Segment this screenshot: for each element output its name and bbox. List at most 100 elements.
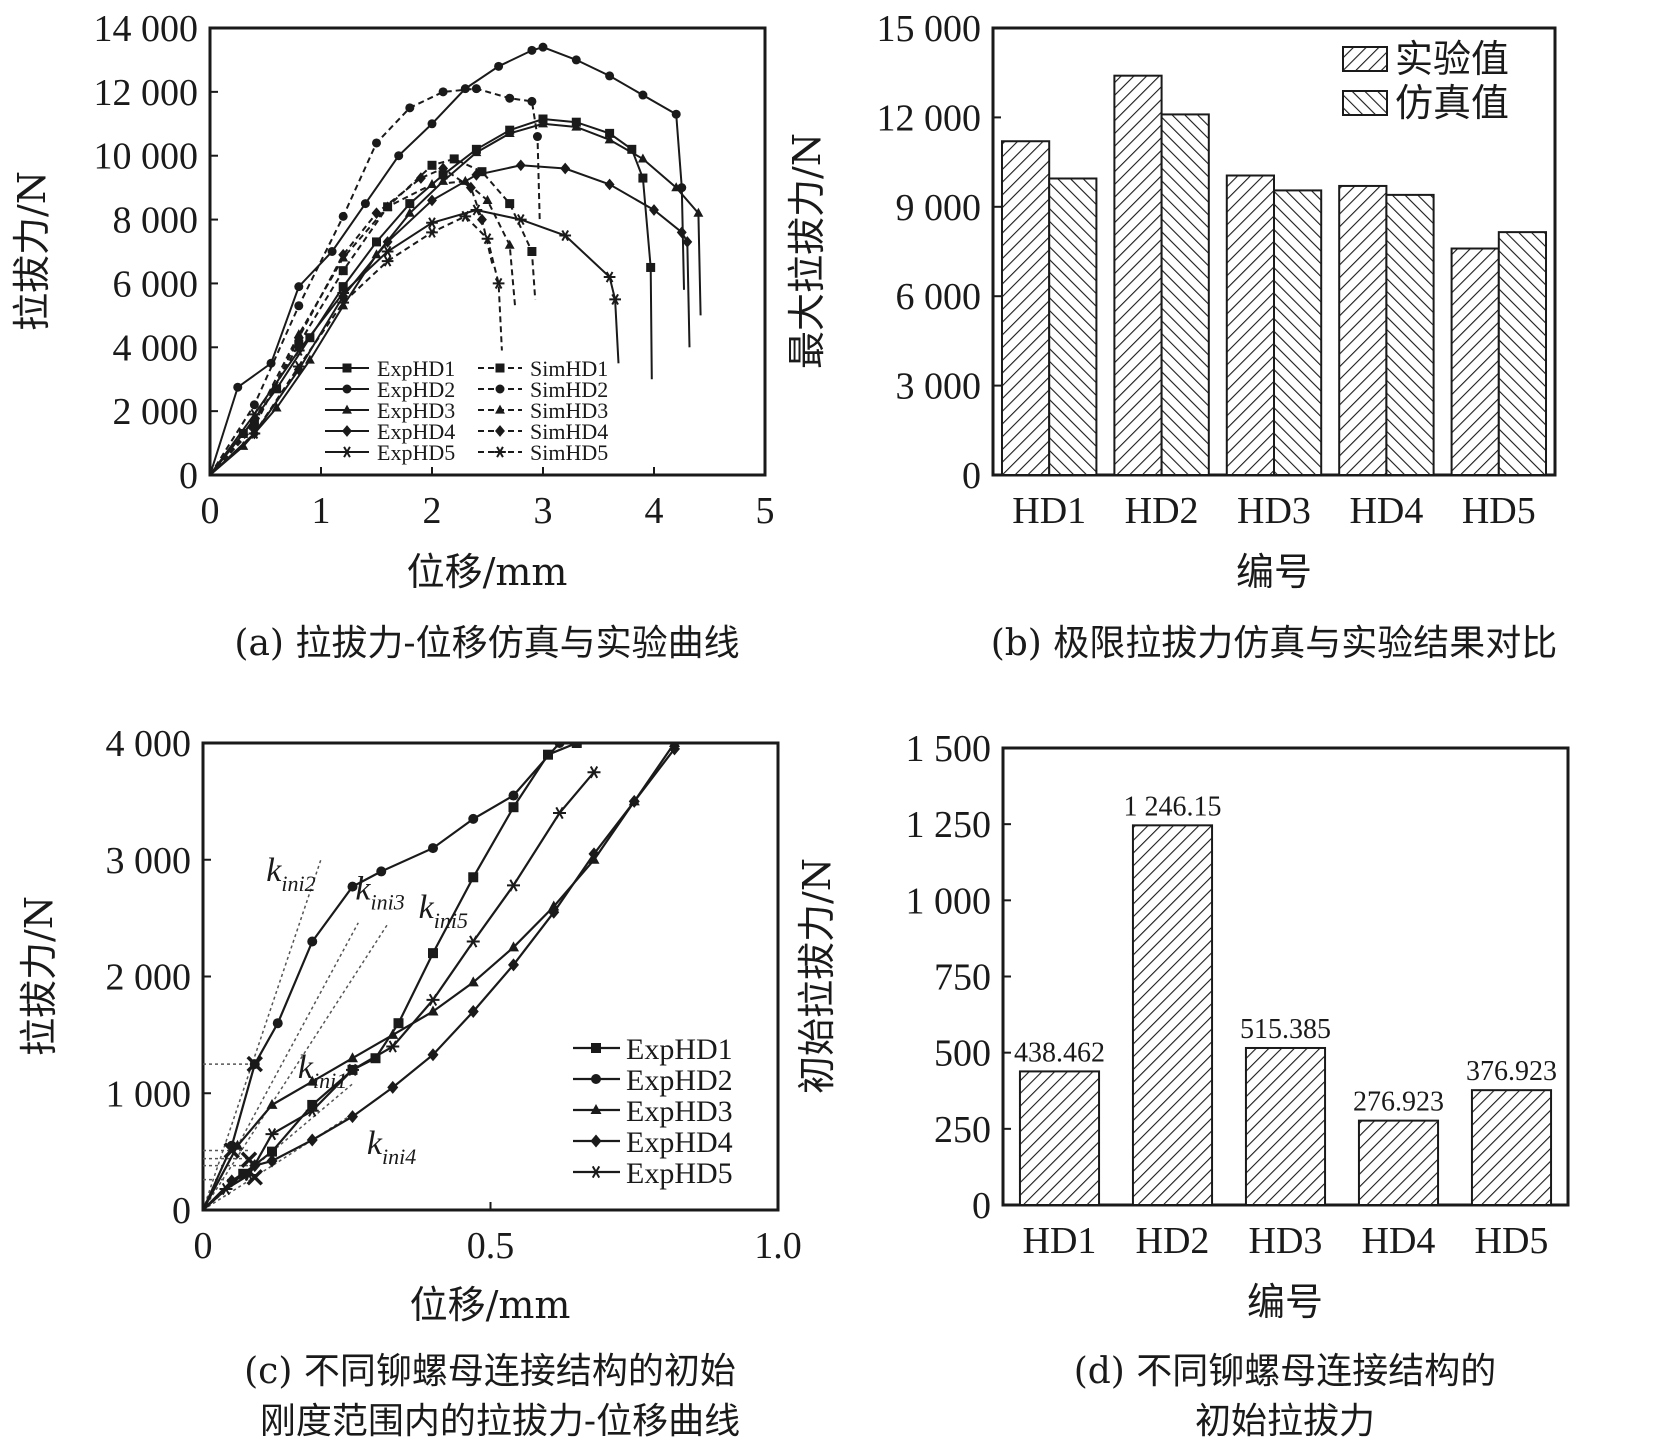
series-exphd3-point xyxy=(304,354,315,364)
series-simhd4-point xyxy=(338,248,349,261)
series-simhd4-point xyxy=(293,331,304,344)
series-simhd5-point xyxy=(248,427,261,440)
panel-a-xtick-label: 0 xyxy=(201,490,220,532)
bar-hd1-simulation xyxy=(1048,177,1098,477)
stiffness-guide-line xyxy=(202,924,388,1211)
panel-d-ytick-label: 1 500 xyxy=(906,728,992,770)
panel-c-ytick-label: 0 xyxy=(172,1190,191,1232)
series-exphd4-point xyxy=(560,162,571,175)
bar-hd5-simulation xyxy=(1497,231,1548,476)
legend-exphd1-marker xyxy=(342,363,352,373)
series-simhd2-point xyxy=(338,211,348,221)
panel-c-ytick-label: 3 000 xyxy=(106,840,192,882)
legend-experiment-swatch xyxy=(1342,46,1388,72)
panel-d-caption-line2: 初始拉拔力 xyxy=(1195,1401,1375,1442)
panel-d-xlabel: 编号 xyxy=(1247,1280,1323,1324)
series-simhd2-point xyxy=(438,87,448,97)
panel-d-category-label: HD5 xyxy=(1475,1220,1549,1262)
panel-a-xtick-label: 2 xyxy=(423,490,442,532)
series-simhd1-point xyxy=(294,339,304,349)
bar-hd2 xyxy=(1131,824,1214,1207)
series-exphd4-point xyxy=(427,1048,439,1062)
bar-hd1 xyxy=(1018,1070,1101,1207)
series-exphd5-line xyxy=(209,208,620,476)
panel-a-xtick-label: 4 xyxy=(645,490,664,532)
panel-a-caption: (a) 拉拔力-位移仿真与实验曲线 xyxy=(234,623,739,664)
series-exphd3-point xyxy=(238,440,249,450)
legend-exphd1-marker xyxy=(591,1043,601,1053)
series-exphd3-point xyxy=(693,207,704,217)
series-simhd1-point xyxy=(449,154,459,164)
series-exphd2-point xyxy=(376,866,387,877)
series-exphd3-point xyxy=(571,121,582,131)
bar-hd3 xyxy=(1244,1046,1327,1206)
panel-c-ytick-label: 4 000 xyxy=(106,723,192,765)
series-exphd4-point xyxy=(387,1080,399,1094)
series-exphd3-point xyxy=(637,153,648,163)
series-simhd5-point xyxy=(481,233,494,245)
series-exphd5-point xyxy=(386,1040,400,1053)
panel-a-ytick-label: 14 000 xyxy=(94,8,199,50)
series-simhd4-point xyxy=(249,421,260,433)
series-simhd4-point xyxy=(438,162,449,175)
series-exphd2-point xyxy=(360,199,370,209)
panel-a-ytick-label: 0 xyxy=(179,455,198,497)
series-exphd3-point xyxy=(347,1052,358,1063)
series-exphd1-point xyxy=(267,1146,277,1157)
series-simhd5-point xyxy=(459,210,472,222)
series-simhd4-point xyxy=(371,207,382,220)
series-exphd3-point xyxy=(671,182,682,192)
panel-b-xlabel: 编号 xyxy=(1236,550,1312,594)
bar-hd5 xyxy=(1470,1089,1553,1207)
legend-experiment-label: 实验值 xyxy=(1395,37,1509,81)
series-exphd3-point xyxy=(271,402,282,412)
series-exphd2-point xyxy=(427,119,437,129)
series-exphd4-point xyxy=(467,1005,479,1019)
panel-a-ytick-label: 8 000 xyxy=(113,200,199,242)
initial-stiffness-marker xyxy=(223,1142,240,1159)
series-exphd1-point xyxy=(438,170,448,180)
legend-simhd5-marker xyxy=(494,446,506,458)
series-exphd5-point xyxy=(426,217,438,229)
series-exphd3-point xyxy=(538,118,548,128)
series-exphd4-point xyxy=(306,1133,318,1147)
series-simhd1-point xyxy=(338,266,348,276)
series-exphd1-point xyxy=(307,1099,318,1110)
series-exphd5-line xyxy=(203,771,595,1210)
series-simhd5-point xyxy=(337,297,350,309)
panel-d-category-label: HD2 xyxy=(1136,1220,1210,1262)
series-simhd3-point xyxy=(482,195,493,205)
series-simhd2-point xyxy=(405,103,415,113)
series-exphd3-point xyxy=(504,127,515,137)
series-simhd5-point xyxy=(426,226,438,238)
panel-c-caption: (c) 不同铆螺母连接结构的初始 xyxy=(244,1351,736,1392)
panel-b-caption: (b) 极限拉拔力仿真与实验结果对比 xyxy=(991,623,1558,664)
series-exphd2-point xyxy=(233,382,243,392)
panel-a-ytick-label: 12 000 xyxy=(94,72,199,114)
panel-a-xtick-label: 1 xyxy=(312,490,331,532)
series-exphd2-point xyxy=(272,1018,283,1029)
series-exphd2-line xyxy=(209,46,685,476)
legend-exphd4-marker xyxy=(342,425,352,437)
series-simhd5-point xyxy=(292,360,305,373)
series-exphd2-point xyxy=(527,45,537,55)
series-exphd4-point xyxy=(382,236,393,248)
legend-simhd4-marker xyxy=(495,425,505,437)
series-exphd2-point xyxy=(638,90,648,100)
panel-c-ytick-label: 1 000 xyxy=(106,1073,192,1115)
series-exphd3-point xyxy=(604,134,615,144)
series-exphd3-point xyxy=(471,147,482,157)
series-exphd4-point xyxy=(604,178,615,191)
initial-stiffness-marker xyxy=(240,1151,258,1169)
legend-exphd4-label: ExpHD4 xyxy=(377,419,455,444)
series-exphd5-point xyxy=(559,229,572,242)
panel-d-ylabel: 初始拉拔力/N xyxy=(795,858,839,1094)
panel-a-xtick-label: 5 xyxy=(756,490,775,532)
panel-b-ytick-label: 15 000 xyxy=(877,8,982,50)
series-exphd4-point xyxy=(649,204,659,216)
series-simhd5-point xyxy=(381,255,394,267)
series-exphd2-point xyxy=(327,247,337,256)
bar-hd4-simulation xyxy=(1385,193,1435,476)
panel-b-ytick-label: 0 xyxy=(962,455,981,497)
panel-d-ytick-label: 1 000 xyxy=(906,880,992,922)
